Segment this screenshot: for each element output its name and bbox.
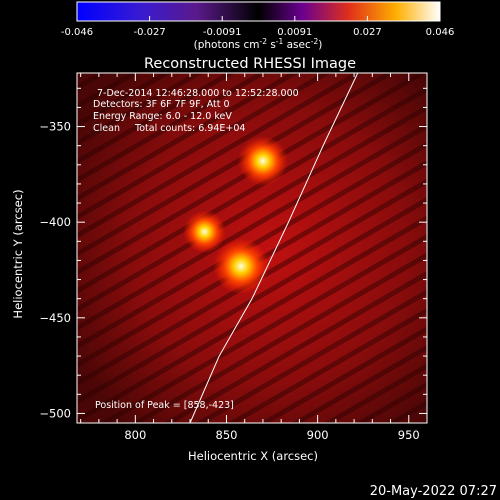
plot-frame bbox=[76, 72, 428, 424]
emission-source bbox=[213, 238, 270, 295]
colorbar-tick-label: 0.046 bbox=[426, 27, 455, 38]
colorbar-tick-label: -0.0091 bbox=[203, 27, 242, 38]
colorbar-tick-label: 0.027 bbox=[353, 27, 382, 38]
energy-range-text: Energy Range: 6.0 - 12.0 keV bbox=[93, 111, 232, 122]
x-tick-label: 800 bbox=[124, 428, 146, 442]
y-axis-label: Heliocentric Y (arcsec) bbox=[11, 189, 25, 318]
image-area bbox=[77, 73, 427, 423]
peak-position-text: Position of Peak = [858,-423] bbox=[95, 400, 234, 411]
clean-counts-text: Clean Total counts: 6.94E+04 bbox=[93, 123, 245, 134]
x-tick-label: 900 bbox=[307, 428, 329, 442]
colorbar-tick-label: -0.046 bbox=[61, 27, 93, 38]
colorbar-tick-label: -0.027 bbox=[133, 27, 165, 38]
emission-source bbox=[237, 136, 288, 186]
time-range-text: 7-Dec-2014 12:46:28.000 to 12:52:28.000 bbox=[97, 88, 299, 99]
y-tick-label: −350 bbox=[39, 120, 71, 134]
y-tick-label: −400 bbox=[39, 215, 71, 229]
footer-date: 20-May-2022 07:27 bbox=[370, 484, 497, 499]
x-tick-label: 950 bbox=[398, 428, 420, 442]
y-tick-label: −450 bbox=[39, 311, 71, 325]
chart-title: Reconstructed RHESSI Image bbox=[144, 56, 356, 72]
colorbar-tick-label: 0.0091 bbox=[277, 27, 312, 38]
emission-source bbox=[183, 210, 226, 254]
x-tick-label: 850 bbox=[216, 428, 238, 442]
detectors-text: Detectors: 3F 6F 7F 9F, Att 0 bbox=[93, 99, 230, 110]
y-tick-label: −500 bbox=[39, 406, 71, 420]
colorbar-units: (photons cm-2 s-1 asec-2) bbox=[194, 37, 323, 51]
x-axis-label: Heliocentric X (arcsec) bbox=[188, 449, 318, 463]
colorbar bbox=[76, 1, 441, 22]
solar-limb-curve bbox=[189, 73, 359, 423]
colorbar-ticks: -0.046 -0.027 -0.0091 0.0091 0.027 0.046 bbox=[61, 16, 454, 38]
